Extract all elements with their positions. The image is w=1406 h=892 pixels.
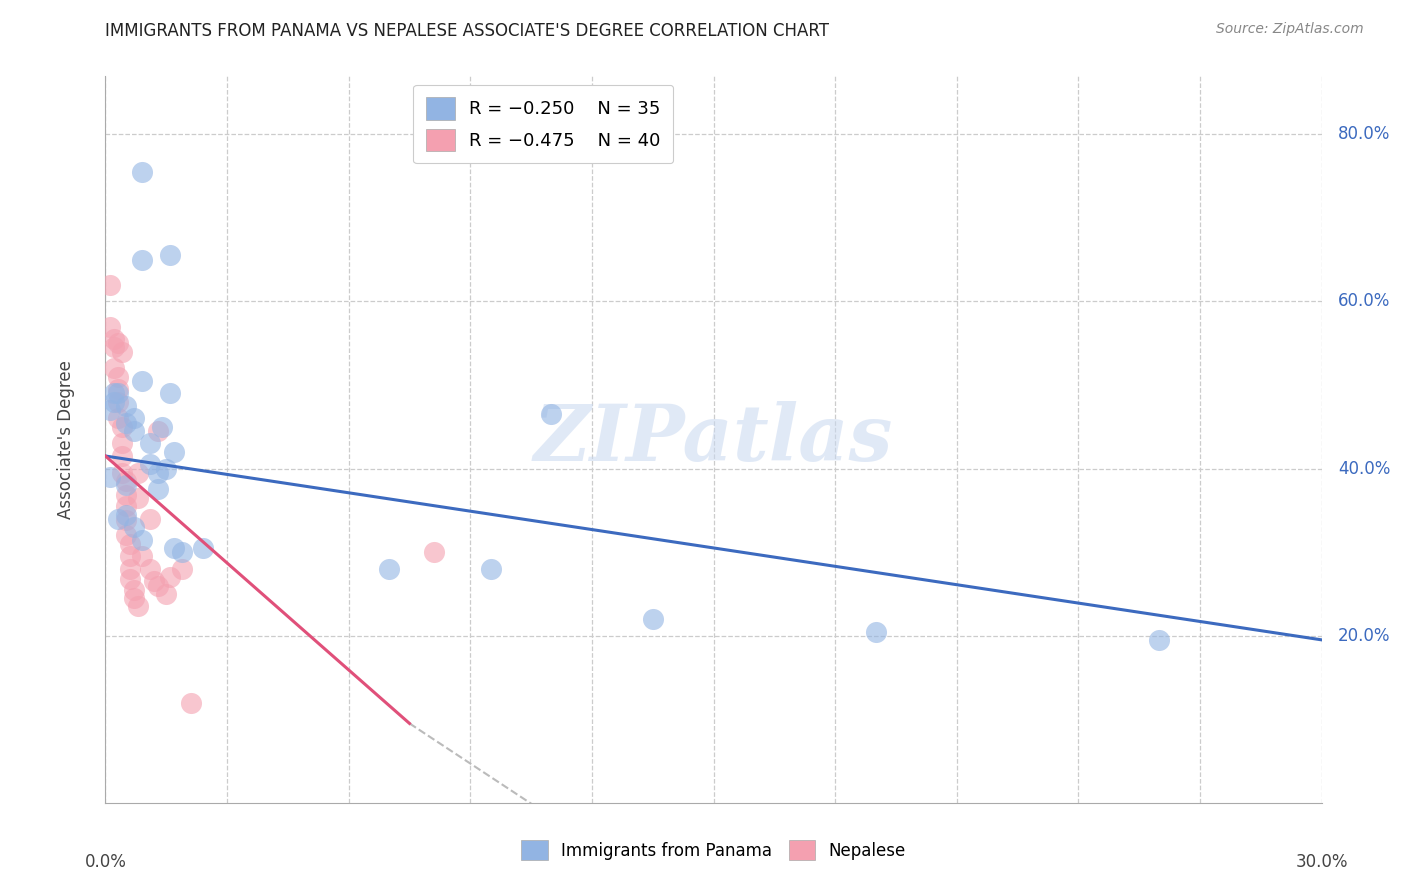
Text: 80.0%: 80.0% [1339,125,1391,144]
Point [118,549,141,564]
Point [114,513,136,527]
Point [146,424,169,438]
Point [163,541,186,555]
Point [155,461,177,475]
Point [107,382,129,396]
Point [107,394,129,409]
Point [641,612,664,626]
Point [139,511,162,525]
Point [378,562,401,576]
Point [114,508,136,522]
Point [122,591,145,605]
Text: 0.0%: 0.0% [84,853,127,871]
Point [122,424,145,438]
Text: 30.0%: 30.0% [1295,853,1348,871]
Point [146,466,169,480]
Point [114,416,136,430]
Point [159,248,181,262]
Point [540,407,562,421]
Point [103,394,125,409]
Point [1149,632,1171,647]
Point [107,386,129,401]
Point [146,483,169,497]
Text: IMMIGRANTS FROM PANAMA VS NEPALESE ASSOCIATE'S DEGREE CORRELATION CHART: IMMIGRANTS FROM PANAMA VS NEPALESE ASSOC… [105,22,830,40]
Point [127,599,149,614]
Point [107,411,129,425]
Point [159,386,181,401]
Point [111,344,134,359]
Point [111,449,134,463]
Point [122,411,145,425]
Point [98,319,121,334]
Text: 40.0%: 40.0% [1339,459,1391,477]
Point [139,436,162,450]
Point [122,582,145,597]
Point [150,419,173,434]
Point [114,488,136,502]
Point [146,578,169,592]
Point [180,696,202,710]
Point [111,419,134,434]
Point [114,399,136,413]
Point [163,445,186,459]
Point [103,386,125,401]
Point [423,545,446,559]
Text: Associate's Degree: Associate's Degree [58,359,75,519]
Point [114,478,136,492]
Point [111,436,134,450]
Text: 60.0%: 60.0% [1339,293,1391,310]
Point [118,537,141,551]
Point [114,528,136,542]
Point [159,570,181,584]
Point [98,277,121,292]
Legend: Immigrants from Panama, Nepalese: Immigrants from Panama, Nepalese [515,833,912,867]
Point [131,374,153,388]
Point [865,624,887,639]
Point [103,332,125,346]
Point [107,369,129,384]
Point [103,340,125,354]
Point [172,562,194,576]
Point [131,533,153,547]
Point [98,470,121,484]
Point [131,252,153,267]
Point [127,466,149,480]
Point [143,574,166,589]
Point [191,541,214,555]
Point [172,545,194,559]
Point [118,572,141,586]
Point [111,466,134,480]
Text: ZIPatlas: ZIPatlas [534,401,893,477]
Point [114,474,136,488]
Point [139,562,162,576]
Text: 20.0%: 20.0% [1339,627,1391,645]
Point [103,361,125,376]
Point [107,511,129,525]
Point [139,458,162,472]
Point [114,499,136,513]
Point [107,336,129,351]
Point [479,562,502,576]
Point [127,491,149,505]
Point [122,520,145,534]
Point [131,549,153,564]
Point [118,562,141,576]
Text: Source: ZipAtlas.com: Source: ZipAtlas.com [1216,22,1364,37]
Point [155,587,177,601]
Point [131,165,153,179]
Point [98,403,121,417]
